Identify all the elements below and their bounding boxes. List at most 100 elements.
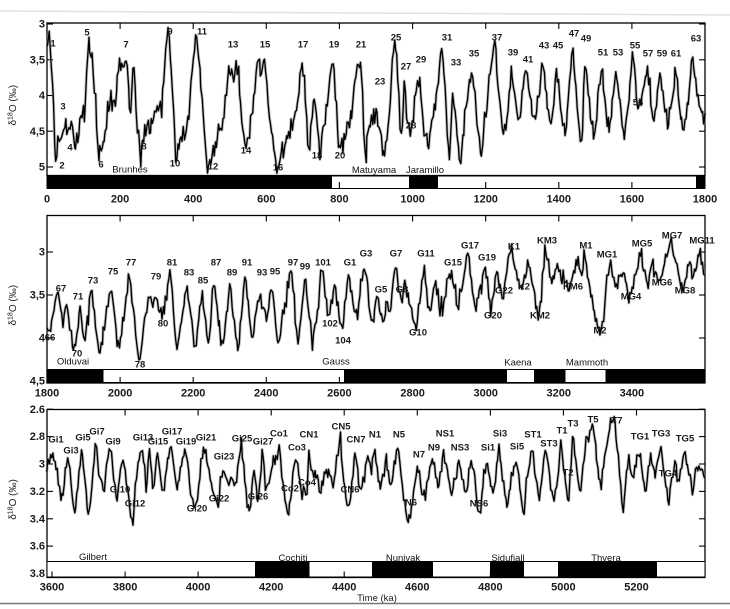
svg-text:12: 12: [208, 162, 219, 173]
svg-text:1: 1: [50, 39, 56, 50]
svg-text:KM3: KM3: [537, 236, 557, 247]
svg-text:MG11: MG11: [689, 236, 715, 247]
svg-text:TG3: TG3: [652, 429, 670, 440]
svg-text:Time (ka): Time (ka): [357, 593, 397, 604]
svg-text:10: 10: [170, 159, 181, 170]
svg-text:Gi19: Gi19: [176, 437, 197, 448]
svg-text:Gi26: Gi26: [248, 492, 269, 503]
svg-text:G19: G19: [478, 253, 496, 264]
svg-text:N7: N7: [413, 450, 425, 461]
svg-text:Matuyama: Matuyama: [352, 165, 397, 176]
svg-text:2: 2: [59, 161, 64, 172]
svg-text:TG4: TG4: [659, 469, 678, 480]
svg-text:41: 41: [523, 55, 534, 66]
svg-text:17: 17: [298, 40, 309, 51]
svg-text:95: 95: [270, 267, 281, 278]
svg-text:47: 47: [569, 29, 580, 40]
svg-text:M2: M2: [593, 326, 606, 337]
svg-text:Jaramillo: Jaramillo: [406, 165, 444, 176]
svg-text:13: 13: [228, 40, 239, 51]
svg-text:Olduvai: Olduvai: [57, 357, 89, 368]
svg-text:Co3: Co3: [288, 443, 306, 454]
svg-text:Si3: Si3: [493, 429, 507, 440]
svg-text:35: 35: [469, 49, 480, 60]
svg-text:CN6: CN6: [340, 485, 359, 496]
svg-text:3.8: 3.8: [30, 568, 45, 580]
svg-text:MG6: MG6: [652, 278, 673, 289]
svg-text:G10: G10: [409, 328, 427, 339]
svg-text:ST3: ST3: [540, 439, 557, 450]
svg-text:NS1: NS1: [436, 429, 455, 440]
svg-text:200: 200: [111, 194, 129, 206]
svg-text:Sidufjall: Sidufjall: [491, 553, 524, 564]
svg-text:N9: N9: [428, 443, 440, 454]
svg-text:14: 14: [241, 146, 252, 157]
svg-text:Gi17: Gi17: [162, 427, 183, 438]
svg-text:G17: G17: [461, 241, 479, 252]
svg-text:8: 8: [141, 142, 146, 153]
svg-text:Gi15: Gi15: [148, 437, 169, 448]
svg-text:G1: G1: [344, 258, 357, 269]
svg-text:45: 45: [553, 41, 564, 52]
svg-text:87: 87: [211, 258, 222, 269]
svg-text:T2: T2: [562, 468, 573, 479]
svg-text:3200: 3200: [547, 388, 571, 400]
svg-text:3800: 3800: [113, 582, 137, 594]
svg-text:77: 77: [126, 258, 137, 269]
svg-text:4400: 4400: [332, 582, 356, 594]
svg-text:Gi13: Gi13: [133, 433, 154, 444]
svg-text:18: 18: [312, 151, 323, 162]
svg-text:N1: N1: [369, 430, 382, 441]
svg-text:δ18O (‰): δ18O (‰): [8, 285, 20, 326]
svg-text:1200: 1200: [473, 194, 497, 206]
svg-text:20: 20: [335, 151, 346, 162]
svg-text:7: 7: [123, 40, 128, 51]
svg-text:MG5: MG5: [632, 239, 653, 250]
svg-text:66: 66: [45, 333, 56, 344]
svg-text:1800: 1800: [35, 388, 59, 400]
svg-text:1000: 1000: [400, 194, 424, 206]
svg-text:55: 55: [630, 41, 641, 52]
svg-text:Gi3: Gi3: [63, 446, 78, 457]
svg-text:101: 101: [315, 258, 332, 269]
svg-text:Gi20: Gi20: [187, 504, 208, 515]
svg-text:39: 39: [508, 48, 519, 59]
svg-text:33: 33: [451, 58, 462, 69]
svg-text:δ18O (‰): δ18O (‰): [8, 479, 20, 520]
svg-text:Gi12: Gi12: [125, 499, 146, 510]
svg-text:29: 29: [416, 55, 427, 66]
svg-text:59: 59: [657, 49, 668, 60]
svg-text:N5: N5: [393, 430, 406, 441]
svg-text:KM6: KM6: [563, 282, 583, 293]
svg-text:ST1: ST1: [524, 430, 542, 441]
svg-text:M1: M1: [579, 241, 593, 252]
svg-text:25: 25: [391, 33, 402, 44]
svg-text:6: 6: [98, 160, 103, 171]
svg-text:4600: 4600: [405, 582, 429, 594]
svg-text:31: 31: [442, 33, 453, 44]
svg-text:Gi25: Gi25: [232, 434, 253, 445]
svg-text:85: 85: [198, 276, 209, 287]
svg-text:T3: T3: [567, 419, 578, 430]
svg-text:800: 800: [330, 194, 348, 206]
svg-text:81: 81: [167, 258, 178, 269]
svg-text:CN1: CN1: [299, 430, 319, 441]
svg-text:G11: G11: [417, 249, 435, 260]
svg-text:Cochiti: Cochiti: [278, 553, 307, 564]
svg-text:Mammoth: Mammoth: [566, 358, 608, 369]
svg-text:3.6: 3.6: [30, 541, 45, 553]
svg-text:Gi10: Gi10: [110, 485, 131, 496]
svg-text:Gi5: Gi5: [75, 433, 91, 444]
svg-text:93: 93: [257, 268, 268, 279]
svg-text:Co2: Co2: [281, 484, 299, 495]
svg-text:102: 102: [322, 319, 338, 330]
svg-text:3000: 3000: [473, 388, 497, 400]
svg-text:Gi1: Gi1: [48, 435, 64, 446]
svg-text:G22: G22: [495, 286, 513, 297]
svg-text:43: 43: [539, 41, 550, 52]
svg-text:NS3: NS3: [451, 443, 469, 454]
svg-text:MG4: MG4: [621, 292, 642, 303]
svg-text:19: 19: [329, 40, 340, 51]
svg-text:MG1: MG1: [597, 250, 618, 261]
svg-text:3: 3: [39, 19, 45, 31]
